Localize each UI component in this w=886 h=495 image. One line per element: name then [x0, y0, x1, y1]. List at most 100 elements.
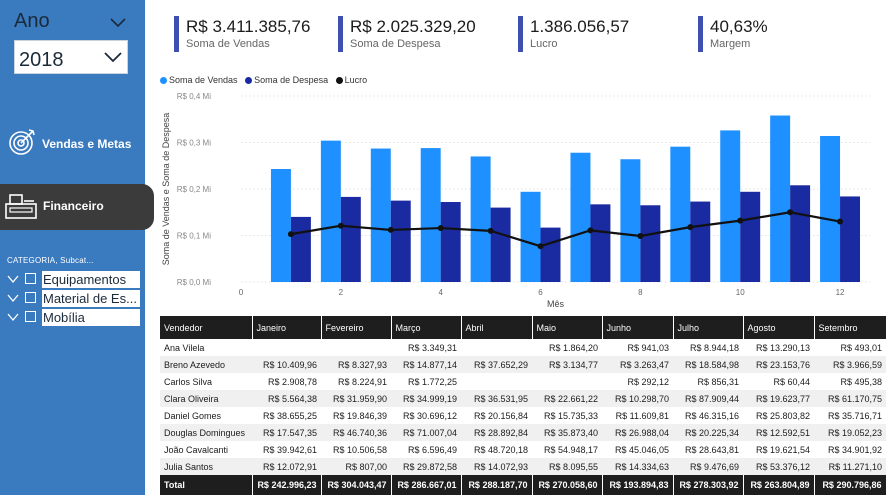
total-cell: R$ 263.804,89	[743, 475, 815, 495]
column-header[interactable]: Janeiro	[252, 316, 322, 339]
column-header[interactable]: Setembro	[814, 316, 886, 339]
table-header-row: Vendedor Janeiro Fevereiro Março Abril Maio Ju…	[160, 316, 886, 339]
category-label: Equipamentos	[42, 271, 140, 288]
x-tick-label: 2	[339, 288, 344, 297]
column-header[interactable]: Junho	[602, 316, 674, 339]
point-lucro	[487, 227, 494, 234]
bar-soma-vendas	[370, 148, 391, 282]
vendedor-cell: João Cavalcanti	[164, 444, 229, 455]
bar-soma-despesa	[790, 185, 811, 282]
y-tick-label: R$ 0,2 Mi	[177, 185, 211, 194]
total-label: Total	[160, 475, 253, 495]
sales-table: Vendedor Janeiro Fevereiro Março Abril Maio Ju…	[160, 316, 886, 495]
value-cell: R$ 36.531,95	[461, 390, 532, 407]
y-tick-label: R$ 0,1 Mi	[177, 232, 211, 241]
value-cell	[321, 339, 391, 356]
value-cell: R$ 29.872,58	[391, 458, 461, 475]
value-cell: R$ 15.735,33	[543, 410, 598, 421]
value-cell: R$ 28.643,81	[684, 444, 739, 455]
value-cell: R$ 61.170,75	[814, 390, 886, 407]
chevron-down-icon	[104, 52, 122, 63]
column-header[interactable]: Abril	[461, 316, 533, 339]
y-tick-label: R$ 0,4 Mi	[177, 92, 211, 101]
value-cell: R$ 19.846,39	[332, 410, 387, 421]
chevron-down-icon[interactable]	[108, 14, 128, 30]
value-cell: R$ 493,01	[840, 342, 882, 353]
value-cell: R$ 1.864,20	[548, 342, 598, 353]
value-cell: R$ 20.156,84	[473, 410, 528, 421]
value-cell: R$ 19.052,23	[814, 424, 886, 441]
value-cell: R$ 46.740,36	[321, 424, 391, 441]
bar-soma-despesa	[690, 201, 711, 282]
kpi-value: R$ 2.025.329,20	[350, 17, 476, 36]
value-cell: R$ 495,38	[840, 376, 882, 387]
column-header[interactable]: Maio	[532, 316, 603, 339]
value-cell: R$ 48.720,18	[473, 444, 528, 455]
value-cell: R$ 23.153,76	[743, 356, 814, 373]
point-lucro	[837, 218, 844, 225]
total-cell: R$ 278.303,92	[673, 475, 744, 495]
column-header[interactable]: Vendedor	[160, 316, 253, 339]
value-cell: R$ 10.298,70	[602, 390, 673, 407]
checkbox[interactable]	[25, 292, 36, 303]
nav-vendas-e-metas[interactable]: Vendas e Metas	[0, 122, 145, 168]
value-cell: R$ 8.224,91	[337, 376, 387, 387]
legend-item[interactable]: Soma de Vendas	[160, 75, 238, 85]
value-cell: R$ 12.592,51	[743, 424, 814, 441]
value-cell: R$ 38.655,25	[262, 410, 317, 421]
category-item-mobilia[interactable]: Mobília	[6, 309, 140, 326]
x-tick-label: 6	[538, 288, 543, 297]
vendedor-cell: Ana Vilela	[164, 342, 205, 353]
kpi-label: Lucro	[530, 38, 558, 50]
table-row: Julia Santos R$ 12.072,91 R$ 807,00 R$ 29.8…	[160, 458, 886, 475]
point-lucro	[687, 224, 694, 231]
value-cell	[252, 339, 321, 356]
chevron-down-icon[interactable]	[6, 292, 20, 304]
year-dropdown[interactable]: 2018	[14, 40, 128, 74]
bar-soma-vendas	[320, 140, 341, 282]
point-lucro	[287, 231, 294, 238]
chevron-down-icon[interactable]	[6, 273, 20, 285]
chevron-down-icon[interactable]	[6, 311, 20, 323]
column-header[interactable]: Março	[391, 316, 462, 339]
vendedor-cell: Carlos Silva	[164, 376, 213, 387]
column-header[interactable]: Julho	[673, 316, 744, 339]
total-cell: R$ 288.187,70	[461, 475, 533, 495]
table-row: Douglas Domingues R$ 17.547,35 R$ 46.740,3…	[160, 424, 886, 441]
bar-soma-vendas	[620, 159, 641, 282]
y-axis-title: Soma de Vendas e Soma de Despesa	[161, 113, 171, 266]
category-item-equipamentos[interactable]: Equipamentos	[6, 271, 140, 288]
bar-soma-despesa	[290, 216, 311, 282]
value-cell: R$ 807,00	[321, 458, 391, 475]
kpi-accent-bar	[338, 16, 343, 52]
point-lucro	[437, 225, 444, 232]
bar-soma-despesa	[590, 204, 611, 282]
value-cell: R$ 11.609,81	[615, 410, 669, 421]
category-item-material[interactable]: Material de Es...	[6, 290, 140, 307]
sidebar: Ano 2018 Vendas e Metas	[0, 0, 154, 495]
legend-item[interactable]: Soma de Despesa	[245, 75, 328, 85]
kpi-soma-despesa: R$ 2.025.329,20 Soma de Despesa	[338, 16, 508, 52]
category-label: Mobília	[42, 309, 140, 326]
column-header[interactable]: Agosto	[743, 316, 815, 339]
table-row: Daniel Gomes R$ 38.655,25 R$ 19.846,39 R$ 3…	[160, 407, 886, 424]
total-cell: R$ 193.894,83	[602, 475, 674, 495]
checkbox[interactable]	[25, 311, 36, 322]
value-cell: R$ 60,44	[773, 376, 810, 387]
legend-label: Lucro	[344, 75, 368, 85]
cash-register-icon	[5, 194, 37, 219]
sales-expense-chart: R$ 0,0 Mi R$ 0,1 Mi R$ 0,2 Mi R$ 0,3 Mi R$ 0…	[161, 92, 870, 309]
value-cell: R$ 3.263,47	[602, 356, 673, 373]
kpi-value: R$ 3.411.385,76	[186, 17, 311, 36]
value-cell: R$ 2.908,78	[267, 376, 317, 387]
legend-item[interactable]: Lucro	[335, 75, 368, 85]
nav-financeiro[interactable]: Financeiro	[0, 184, 154, 230]
column-header[interactable]: Fevereiro	[321, 316, 392, 339]
kpi-lucro: 1.386.056,57 Lucro	[518, 16, 668, 52]
bar-soma-despesa	[740, 191, 761, 282]
legend-dot	[160, 77, 167, 84]
value-cell: R$ 8.095,55	[532, 458, 602, 475]
bar-soma-vendas	[470, 156, 491, 282]
checkbox[interactable]	[25, 273, 36, 284]
point-lucro	[787, 209, 794, 216]
